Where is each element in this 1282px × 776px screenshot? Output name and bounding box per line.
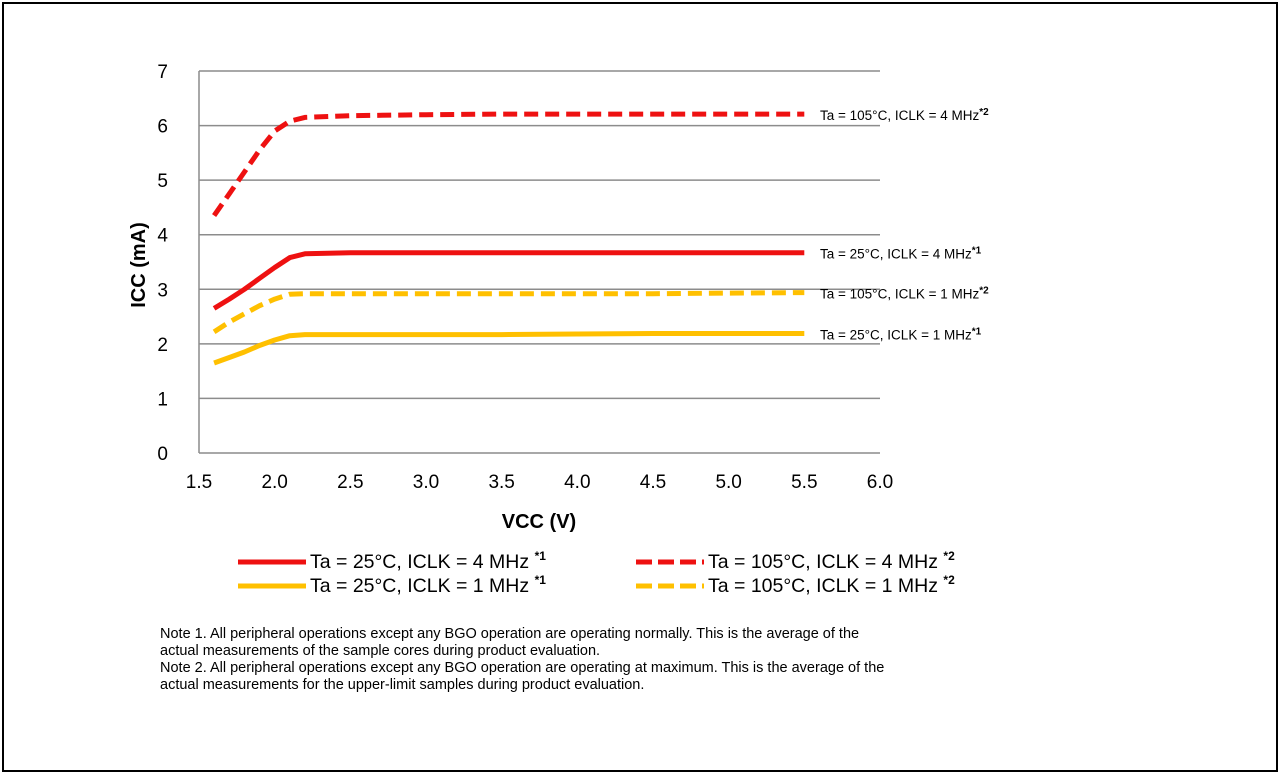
- gridlines: [199, 70, 880, 400]
- line-label-s105_1: Ta = 105°C, ICLK = 1 MHz*2: [820, 286, 989, 302]
- series-lines: [212, 111, 805, 366]
- legend-entry-s105_1: Ta = 105°C, ICLK = 1 MHz *2: [708, 573, 955, 597]
- note-1-line-2: actual measurements of the sample cores …: [160, 643, 601, 659]
- legend-entry-sup: *2: [943, 573, 955, 587]
- legend-entry-s25_1: Ta = 25°C, ICLK = 1 MHz *1: [310, 573, 546, 597]
- note-2-line-2: actual measurements for the upper-limit …: [160, 677, 645, 693]
- legend-entry-s105_4: Ta = 105°C, ICLK = 4 MHz *2: [708, 549, 955, 573]
- y-tick-label: 1: [157, 389, 168, 410]
- line-label-s25_4: Ta = 25°C, ICLK = 4 MHz*1: [820, 246, 982, 262]
- y-tick-labels: 0 1 2 3 4 5 6 7: [157, 62, 168, 465]
- note-1-line-1: Note 1. All peripheral operations except…: [160, 626, 860, 642]
- y-tick-label: 6: [157, 117, 168, 138]
- line-label-s25_1: Ta = 25°C, ICLK = 1 MHz*1: [820, 326, 982, 342]
- legend: Ta = 25°C, ICLK = 4 MHz *1 Ta = 105°C, IC…: [238, 549, 955, 597]
- x-tick-label: 5.5: [791, 472, 817, 493]
- note-2-line-1: Note 2. All peripheral operations except…: [160, 660, 885, 676]
- y-tick-label: 4: [157, 226, 168, 247]
- x-tick-label: 4.0: [564, 472, 590, 493]
- x-tick-label: 3.5: [488, 472, 514, 493]
- y-tick-label: 0: [157, 444, 168, 465]
- x-tick-label: 6.0: [867, 472, 893, 493]
- legend-entry-sup: *2: [943, 549, 955, 563]
- series-line-labels: Ta = 105°C, ICLK = 4 MHz*2 Ta = 25°C, ICL…: [820, 107, 989, 342]
- x-tick-labels: 1.5 2.0 2.5 3.0 3.5 4.0 4.5 5.0 5.5 6.0: [186, 472, 893, 493]
- y-tick-label: 3: [157, 280, 168, 301]
- line-label-sup: *1: [972, 246, 982, 257]
- line-label-sup: *1: [972, 326, 982, 337]
- x-tick-label: 4.5: [640, 472, 666, 493]
- x-tick-label: 2.5: [337, 472, 363, 493]
- legend-entry-s25_4: Ta = 25°C, ICLK = 4 MHz *1: [310, 549, 546, 573]
- line-label-s105_4: Ta = 105°C, ICLK = 4 MHz*2: [820, 107, 989, 123]
- series-line-s105_4: [212, 111, 805, 218]
- x-tick-label: 2.0: [261, 472, 287, 493]
- legend-entry-sup: *1: [535, 549, 547, 563]
- line-label-sup: *2: [979, 107, 989, 118]
- y-tick-label: 2: [157, 335, 168, 356]
- line-label-sup: *2: [979, 286, 989, 297]
- footnotes: Note 1. All peripheral operations except…: [160, 626, 884, 694]
- axes: [198, 71, 880, 454]
- series-line-s25_1: [213, 331, 805, 366]
- y-tick-label: 7: [157, 62, 168, 83]
- y-tick-label: 5: [157, 171, 168, 192]
- series-line-s105_1: [212, 290, 805, 334]
- series-line-s25_4: [212, 250, 805, 311]
- x-tick-label: 3.0: [413, 472, 439, 493]
- y-axis-label: ICC (mA): [128, 222, 150, 308]
- legend-entry-sup: *1: [535, 573, 547, 587]
- x-tick-label: 5.0: [715, 472, 741, 493]
- x-axis-label: VCC (V): [502, 511, 576, 533]
- x-tick-label: 1.5: [186, 472, 212, 493]
